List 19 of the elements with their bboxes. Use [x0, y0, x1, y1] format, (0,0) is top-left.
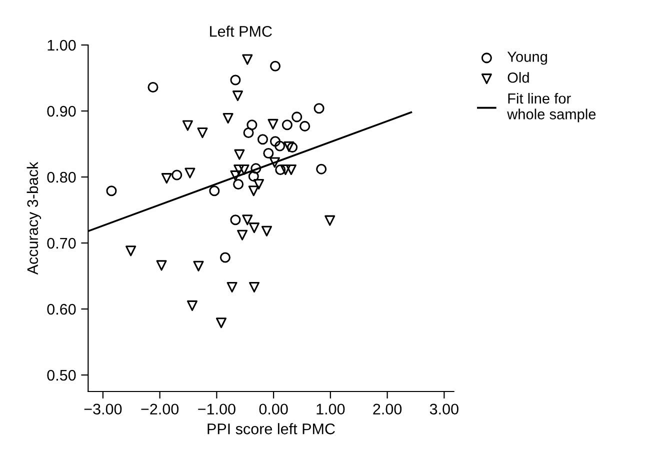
- x-tick-label: 1.00: [316, 404, 345, 415]
- y-tick-label: 0.90: [47, 106, 76, 117]
- x-tick-label: −3.00: [84, 404, 122, 415]
- x-tick-label: −2.00: [141, 404, 179, 415]
- x-tick-label: 2.00: [373, 404, 402, 415]
- y-tick-label: 0.50: [47, 370, 76, 381]
- x-tick-label: 0.00: [259, 404, 288, 415]
- y-tick-label: 0.60: [47, 304, 76, 315]
- y-tick-label: 0.70: [47, 238, 76, 249]
- legend-label: Old: [508, 72, 529, 83]
- legend-label: Fit line for whole sample: [507, 92, 596, 122]
- y-tick-label: 0.80: [47, 172, 76, 183]
- legend-label: Young: [507, 52, 547, 65]
- y-axis-title: Accuracy 3-back: [26, 162, 42, 275]
- x-axis-title: PPI score left PMC: [208, 423, 335, 434]
- chart-title: Left PMC: [210, 26, 272, 37]
- x-tick-label: −1.00: [198, 404, 236, 415]
- x-tick-label: 3.00: [430, 404, 458, 415]
- y-tick-label: 1.00: [48, 40, 76, 51]
